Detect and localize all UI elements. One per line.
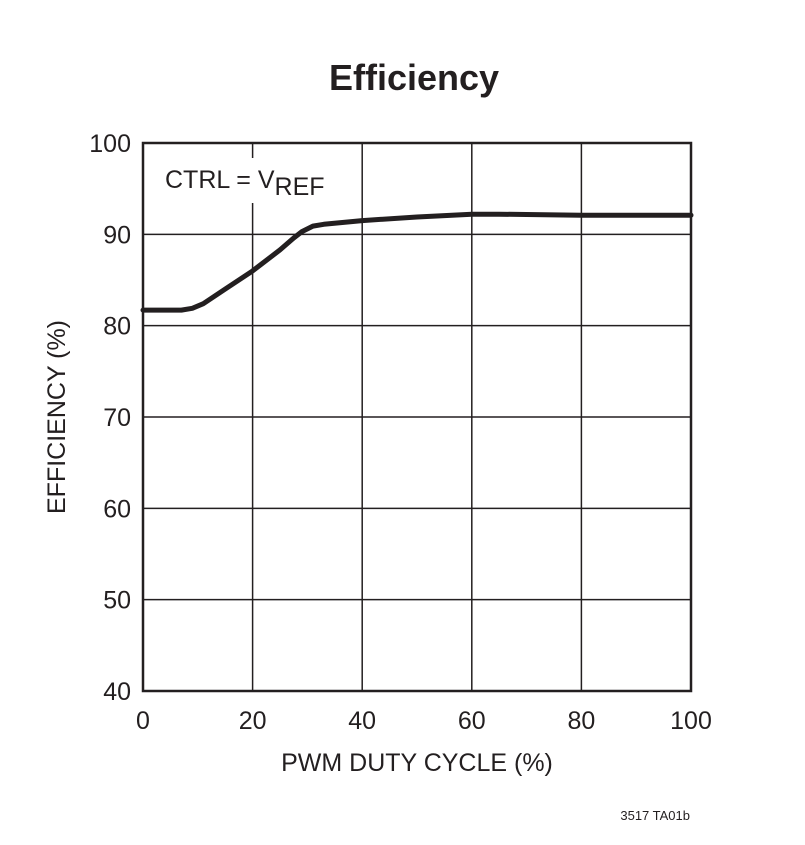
efficiency-series-line xyxy=(140,211,694,313)
chart-title: Efficiency xyxy=(329,57,499,98)
y-tick-label: 90 xyxy=(103,221,131,249)
y-tick-label: 50 xyxy=(103,587,131,615)
annotation-label: CTRL = VREF xyxy=(165,166,325,201)
y-tick-label: 80 xyxy=(103,313,131,341)
plot-frame xyxy=(141,141,693,693)
x-tick-label: 100 xyxy=(670,707,712,735)
annotation-subscript: REF xyxy=(275,173,325,201)
annotation-background xyxy=(160,158,310,203)
grid xyxy=(142,142,692,692)
tick-labels: 0 20 40 60 80 100 40 50 60 70 80 90 100 xyxy=(89,130,712,735)
y-tick-label: 40 xyxy=(103,678,131,706)
figure-code: 3517 TA01b xyxy=(620,808,690,823)
x-tick-label: 60 xyxy=(458,707,486,735)
annotation-main: CTRL = V xyxy=(165,166,275,194)
y-axis-label: EFFICIENCY (%) xyxy=(43,320,71,514)
x-tick-label: 20 xyxy=(239,707,267,735)
x-axis-label: PWM DUTY CYCLE (%) xyxy=(281,749,553,777)
x-tick-label: 40 xyxy=(348,707,376,735)
y-tick-label: 60 xyxy=(103,495,131,523)
y-tick-label: 70 xyxy=(103,404,131,432)
x-tick-label: 80 xyxy=(567,707,595,735)
x-tick-label: 0 xyxy=(136,707,150,735)
y-tick-label: 100 xyxy=(89,130,131,158)
